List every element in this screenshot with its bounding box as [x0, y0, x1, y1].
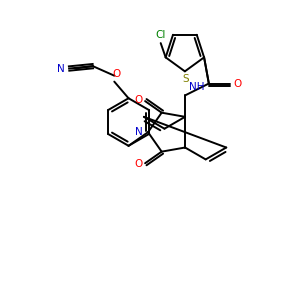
- Text: N: N: [57, 64, 65, 74]
- Text: S: S: [183, 74, 189, 84]
- Text: O: O: [134, 159, 142, 169]
- Text: NH: NH: [189, 82, 205, 92]
- Text: Cl: Cl: [155, 30, 166, 40]
- Text: O: O: [112, 69, 120, 79]
- Text: O: O: [233, 79, 241, 88]
- Text: N: N: [135, 127, 143, 137]
- Text: O: O: [134, 95, 142, 105]
